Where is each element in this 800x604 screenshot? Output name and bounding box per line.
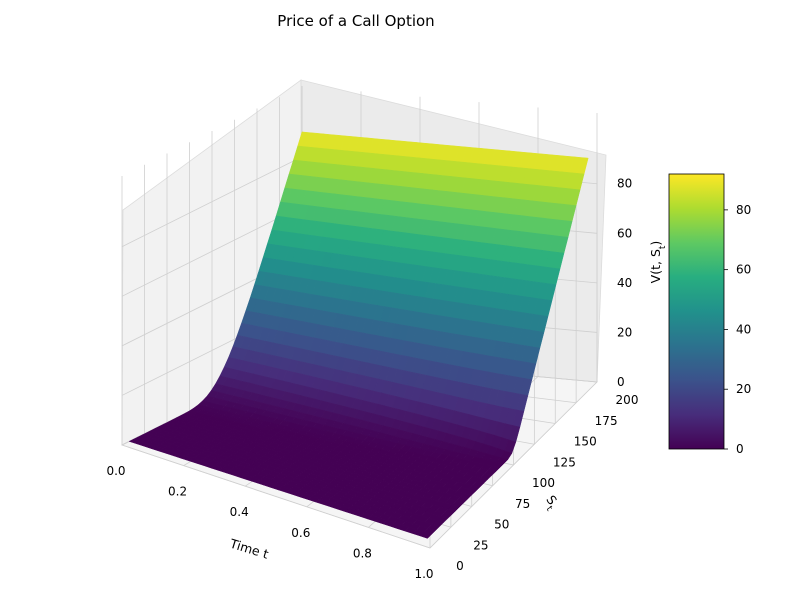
colorbar-tick-label: 40	[736, 322, 751, 336]
y-axis-label: St	[539, 492, 562, 513]
z-tick-label: 80	[617, 177, 632, 191]
x-tick-label: 0.6	[291, 526, 310, 540]
colorbar-tick-label: 0	[736, 442, 744, 456]
z-tick-label: 40	[617, 276, 632, 290]
x-axis: 0.0 0.2 0.4 0.6 0.8 1.0	[106, 464, 433, 581]
colorbar-tick-label: 80	[736, 203, 751, 217]
z-axis-label: V(t, St)	[648, 241, 668, 284]
y-tick-label: 75	[515, 497, 530, 511]
y-tick-label: 150	[574, 435, 597, 449]
y-tick-label: 175	[595, 414, 618, 428]
x-axis-label: Time t	[227, 535, 270, 561]
y-tick-label: 25	[473, 538, 488, 552]
x-tick-label: 1.0	[414, 567, 433, 581]
y-tick-label: 50	[494, 518, 509, 532]
colorbar	[668, 173, 725, 450]
call-price-surface	[128, 131, 589, 539]
z-tick-label: 60	[617, 226, 632, 240]
chart-title: Price of a Call Option	[277, 12, 434, 30]
y-tick-label: 100	[532, 476, 555, 490]
colorbar-ticks: 0 20 40 60 80	[724, 203, 751, 456]
x-tick-label: 0.2	[168, 485, 187, 499]
z-axis: 0 20 40 60 80	[617, 177, 632, 389]
x-tick-label: 0.4	[230, 505, 249, 519]
colorbar-tick-label: 60	[736, 263, 751, 277]
z-tick-label: 0	[617, 375, 625, 389]
x-tick-label: 0.0	[106, 464, 125, 478]
y-tick-label: 0	[456, 559, 464, 573]
x-tick-label: 0.8	[353, 546, 372, 560]
y-tick-label: 125	[553, 455, 576, 469]
surface-patch	[419, 531, 432, 539]
colorbar-tick-label: 20	[736, 382, 751, 396]
z-tick-label: 20	[617, 325, 632, 339]
y-tick-label: 200	[616, 393, 639, 407]
grid-line	[121, 444, 431, 549]
